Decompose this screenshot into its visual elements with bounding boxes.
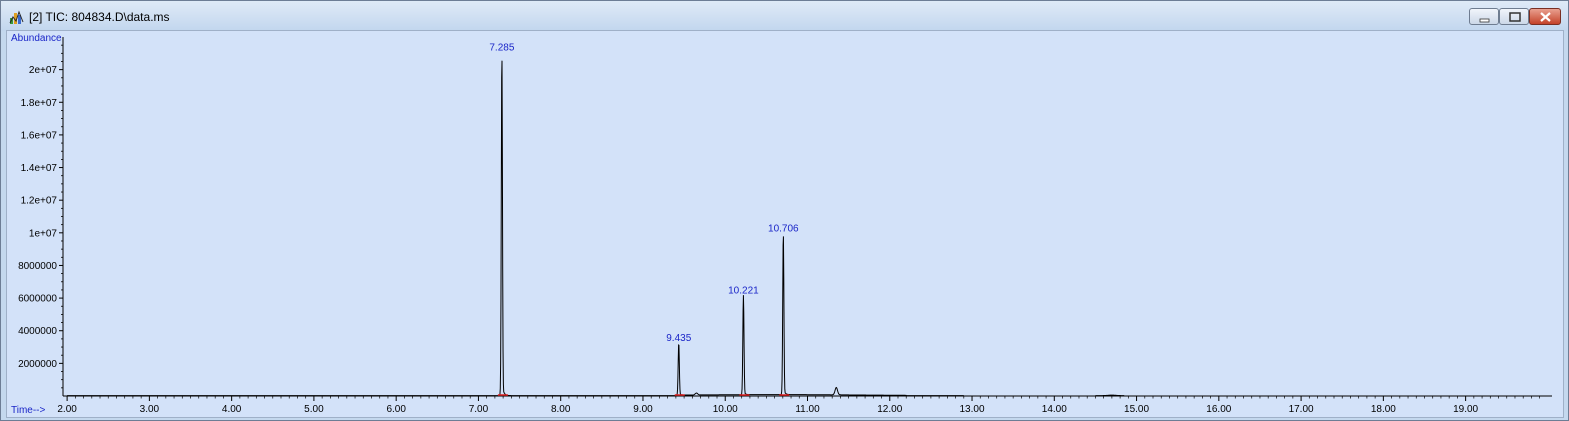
x-tick-label: 18.00 [1371, 404, 1396, 415]
x-tick-label: 10.00 [713, 404, 738, 415]
x-tick-label: 15.00 [1124, 404, 1149, 415]
peak-label: 10.221 [728, 285, 759, 296]
title-bar[interactable]: [2] TIC: 804834.D\data.ms [1, 1, 1568, 31]
y-tick-label: 8000000 [18, 261, 57, 272]
x-tick-label: 17.00 [1289, 404, 1314, 415]
y-tick-label: 1.8e+07 [21, 98, 58, 109]
x-tick-label: 3.00 [140, 404, 160, 415]
peak-label: 9.435 [666, 333, 691, 344]
maximize-icon [1509, 12, 1521, 22]
peak-label: 10.706 [768, 223, 799, 234]
y-tick-label: 4000000 [18, 326, 57, 337]
y-tick-label: 1.2e+07 [21, 196, 58, 207]
x-tick-label: 7.00 [469, 404, 489, 415]
x-tick-label: 19.00 [1453, 404, 1478, 415]
x-tick-label: 12.00 [877, 404, 902, 415]
y-axis-label: Abundance [11, 33, 62, 44]
maximize-button[interactable] [1499, 8, 1529, 25]
peak-label: 7.285 [489, 42, 514, 53]
plot-area[interactable]: Abundance Time--> 2000000 4000000 6000000 800… [6, 30, 1564, 418]
x-tick-label: 4.00 [222, 404, 242, 415]
x-tick-label: 11.00 [795, 404, 820, 415]
y-tick-label: 1.6e+07 [21, 130, 58, 141]
y-tick-label: 2e+07 [29, 65, 58, 76]
close-button[interactable] [1529, 8, 1561, 25]
window-title: [2] TIC: 804834.D\data.ms [29, 10, 170, 24]
x-tick-label: 13.00 [960, 404, 985, 415]
close-icon [1540, 12, 1551, 22]
y-tick-label: 1e+07 [29, 228, 58, 239]
y-tick-label: 1.4e+07 [21, 163, 58, 174]
x-tick-label: 14.00 [1042, 404, 1067, 415]
x-tick-label: 9.00 [633, 404, 653, 415]
tic-chart[interactable]: Abundance Time--> 2000000 4000000 6000000 800… [7, 31, 1563, 417]
x-tick-label: 6.00 [386, 404, 406, 415]
x-tick-label: 2.00 [57, 404, 77, 415]
x-tick-label: 8.00 [551, 404, 571, 415]
x-axis-label: Time--> [11, 405, 46, 416]
tic-trace-line [67, 60, 964, 397]
y-tick-label: 6000000 [18, 294, 57, 305]
minimize-button[interactable] [1469, 8, 1499, 25]
minimize-icon [1479, 18, 1490, 23]
chromatogram-app-icon [9, 10, 24, 24]
x-tick-label: 5.00 [304, 404, 324, 415]
y-tick-label: 2000000 [18, 359, 57, 370]
x-tick-label: 16.00 [1206, 404, 1231, 415]
